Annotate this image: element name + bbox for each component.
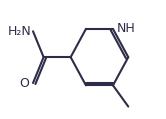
Text: NH: NH (117, 22, 135, 35)
Text: O: O (20, 77, 30, 89)
Text: H₂N: H₂N (8, 25, 32, 38)
